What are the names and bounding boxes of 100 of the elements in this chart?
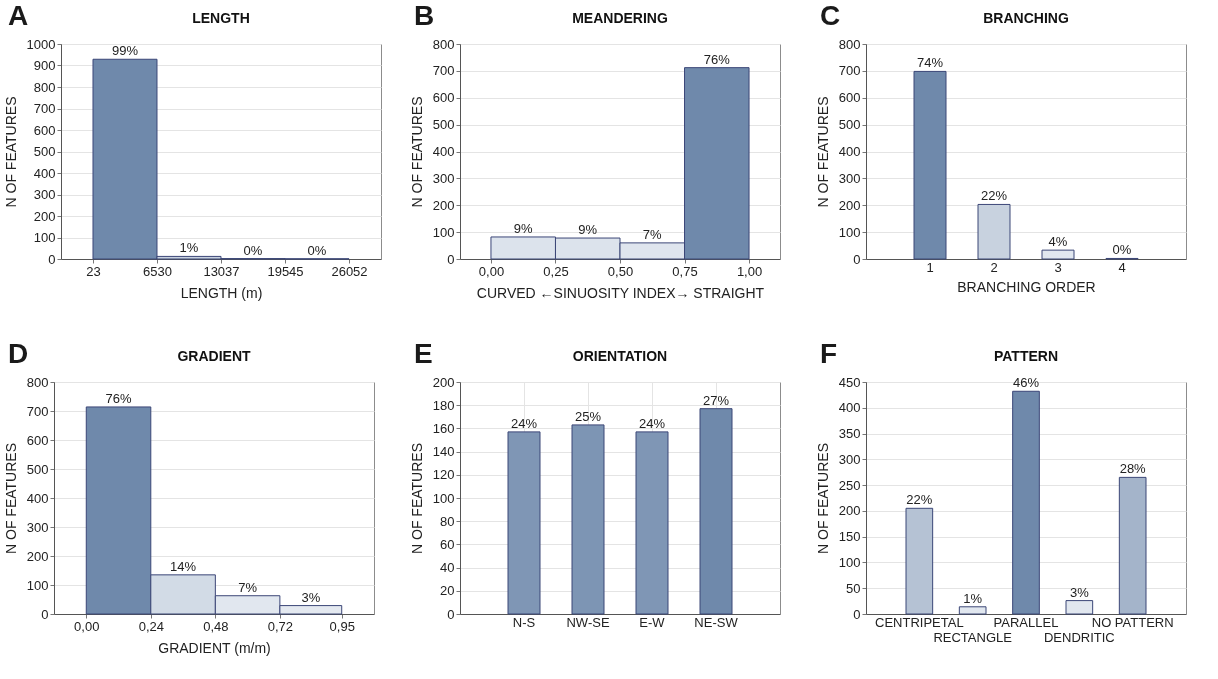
y-tick-label: 600 [432, 90, 455, 106]
y-tick-label: 50 [846, 580, 861, 596]
x-tick-label: 0,00 [478, 263, 505, 279]
annotation: 99% [111, 43, 139, 59]
y-tick-label: 400 [838, 144, 861, 159]
y-axis-title: N OF FEATURES [2, 96, 19, 208]
text: A [8, 0, 29, 32]
annotation: 1% [179, 240, 199, 256]
x-tick-label: NE-SW [694, 614, 739, 630]
bar [571, 424, 605, 615]
y-tick-label: 60 [440, 536, 455, 552]
y-tick-label: 200 [33, 208, 56, 224]
y-tick-label: 40 [440, 560, 455, 576]
y-tick-label: 100 [432, 224, 455, 240]
bar [1118, 476, 1147, 615]
annotation: 76% [105, 390, 132, 406]
y-tick-label: 100 [432, 490, 455, 506]
chart-title: GRADIENT [177, 348, 251, 364]
y-tick-label: 300 [26, 519, 49, 535]
x-tick-label: 0,72 [267, 618, 294, 634]
y-tick-label: 1000 [26, 36, 56, 52]
x-tick-label: 19545 [267, 263, 304, 279]
annotation: 1% [963, 590, 983, 606]
y-tick-label: 160 [432, 420, 455, 436]
y-tick-label: 600 [26, 432, 49, 448]
chart-title: LENGTH [192, 10, 250, 26]
y-tick-label: 400 [33, 165, 56, 181]
annotation: 0% [1112, 242, 1132, 258]
bar [977, 203, 1011, 260]
bar [635, 431, 669, 615]
annotation: 7% [642, 226, 663, 242]
y-tick-label: 0 [853, 251, 861, 267]
annotation: 24% [638, 415, 666, 431]
x-tick-label: 0,00 [74, 618, 100, 634]
bar [507, 431, 541, 615]
y-tick-label: 0 [447, 606, 455, 622]
y-tick-label: 0 [48, 251, 56, 267]
y-tick-label: 100 [838, 224, 861, 240]
x-tick-label: 23 [86, 263, 101, 279]
annotation: 9% [513, 220, 534, 236]
y-tick-label: 20 [440, 583, 455, 599]
y-tick-label: 450 [838, 374, 861, 390]
y-tick-label: 500 [838, 117, 861, 133]
x-tick-label: RECTANGLE [933, 629, 1013, 645]
x-tick-label: 0,95 [329, 618, 355, 634]
y-tick-label: 500 [432, 117, 455, 133]
x-tick-label: 13037 [203, 263, 240, 279]
x-axis-title: BRANCHING ORDER [957, 278, 1096, 295]
y-tick-label: 700 [838, 63, 861, 79]
x-axis-title: CURVED ←SINUOSITY INDEX→ STRAIGHT [476, 284, 765, 301]
x-tick-label: 0,48 [203, 618, 229, 634]
bar [905, 507, 934, 615]
y-axis-title: N OF FEATURES [408, 443, 425, 554]
y-tick-label: 0 [447, 251, 455, 267]
y-axis-title: N OF FEATURES [408, 96, 425, 208]
annotation: 27% [702, 392, 730, 408]
x-tick-label: 0,25 [543, 263, 569, 279]
text: F [820, 338, 838, 370]
text: B [414, 0, 435, 32]
annotation: 9% [578, 222, 598, 238]
y-tick-label: 700 [26, 403, 49, 419]
y-tick-label: 800 [26, 374, 49, 390]
text: C [820, 0, 841, 32]
x-tick-label: PARALLEL [993, 614, 1059, 630]
x-tick-label: 6530 [143, 263, 172, 279]
y-tick-label: 200 [838, 503, 861, 519]
chart-title: ORIENTATION [572, 348, 668, 364]
y-axis-title: N OF FEATURES [2, 443, 19, 554]
y-tick-label: 250 [838, 477, 861, 493]
bar [958, 606, 987, 615]
annotation: 74% [916, 55, 944, 71]
y-tick-label: 180 [432, 397, 455, 413]
chart-title: MEANDERING [572, 10, 668, 26]
y-tick-label: 200 [432, 374, 455, 390]
y-tick-label: 500 [33, 144, 56, 159]
y-tick-label: 200 [838, 197, 861, 213]
x-tick-label: NW-SE [566, 614, 610, 630]
y-tick-label: 600 [838, 90, 861, 106]
annotation: 25% [574, 408, 602, 424]
x-tick-label: 0,24 [138, 618, 164, 634]
x-tick-label: 0,50 [607, 263, 634, 279]
x-tick-label: 4 [1118, 259, 1126, 275]
chart-title: BRANCHING [983, 10, 1069, 26]
x-tick-label: 3 [1054, 259, 1062, 275]
annotation: 28% [1119, 461, 1147, 477]
bar [1041, 249, 1075, 260]
annotation: 3% [301, 589, 321, 605]
y-tick-label: 800 [33, 79, 56, 95]
y-tick-label: 200 [432, 197, 455, 213]
annotation: 4% [1048, 234, 1068, 250]
x-tick-label: 26052 [331, 263, 368, 279]
x-tick-label: CENTRIPETAL [875, 614, 964, 630]
y-tick-label: 400 [26, 490, 49, 506]
x-tick-label: 2 [990, 259, 998, 275]
x-tick-label: DENDRITIC [1043, 629, 1115, 645]
x-tick-label: 0,75 [672, 263, 698, 279]
y-tick-label: 400 [838, 400, 861, 416]
x-tick-label: 1,00 [736, 263, 763, 279]
y-tick-label: 150 [838, 529, 861, 545]
annotation: 22% [980, 188, 1008, 204]
